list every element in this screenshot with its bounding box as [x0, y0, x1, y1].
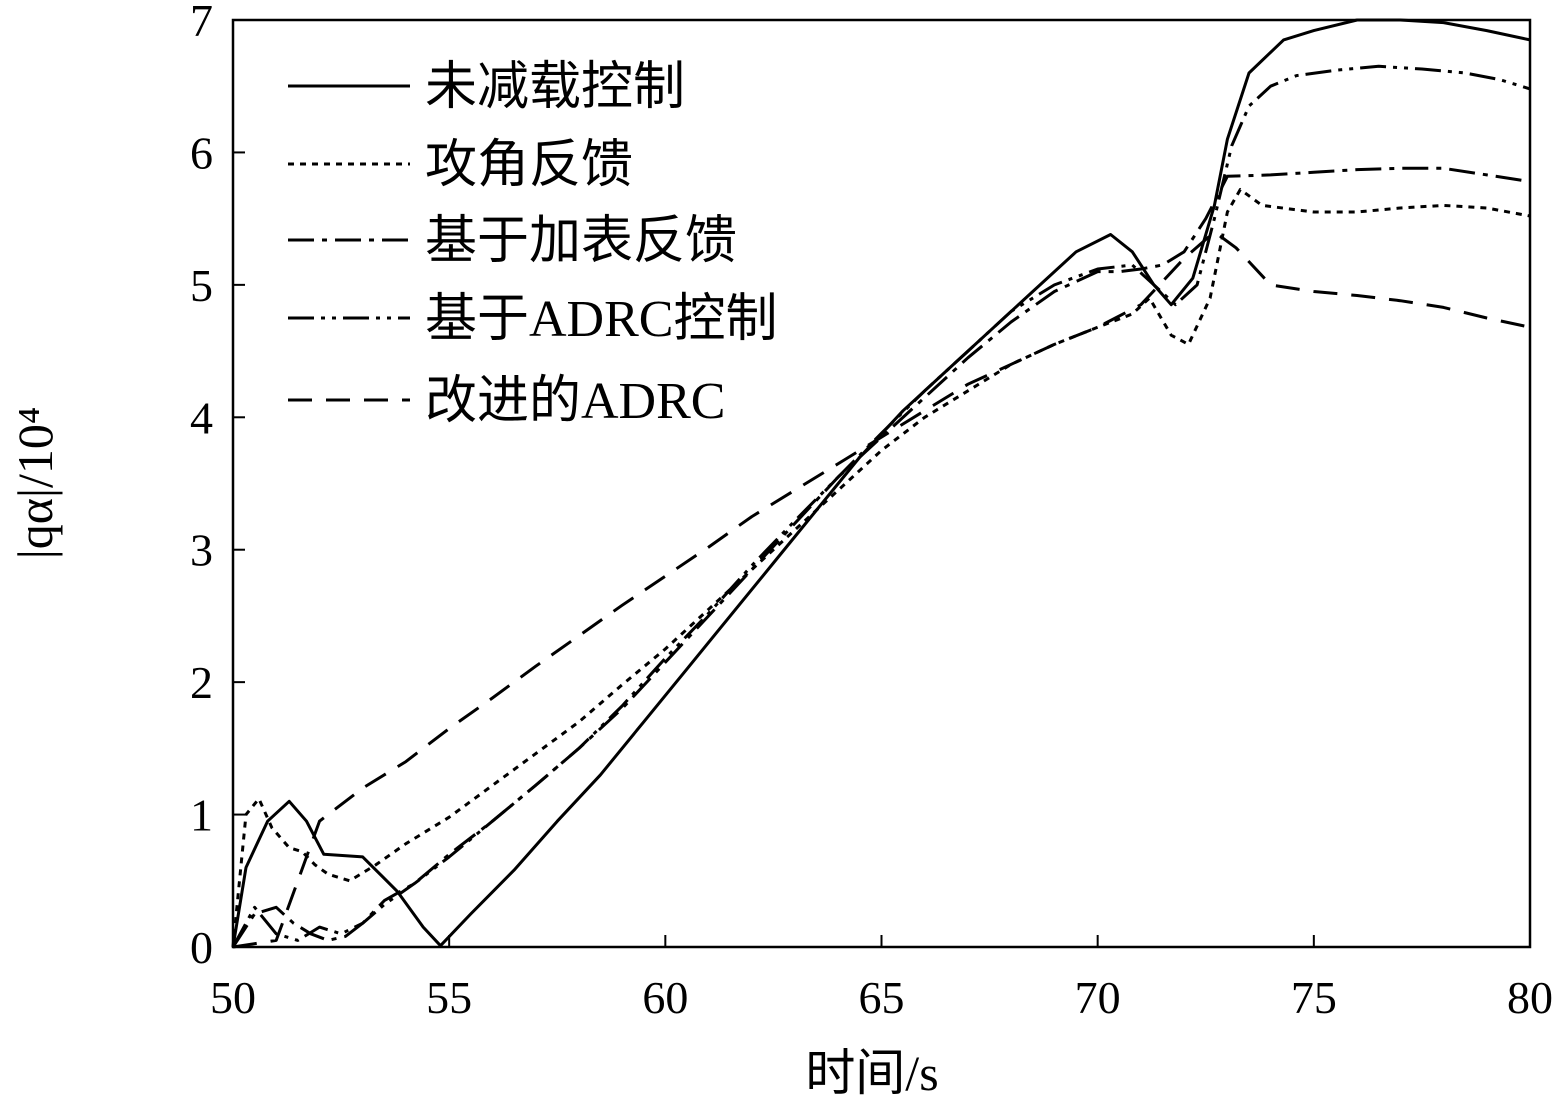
legend-label-1: 未减载控制: [425, 59, 685, 116]
x-axis-label: 时间/s: [805, 1045, 938, 1101]
series-line-5: [232, 230, 1531, 949]
x-tick-label: 65: [859, 972, 905, 1023]
y-tick-label: 2: [190, 657, 213, 708]
legend-label-4: 基于ADRC控制: [425, 291, 777, 348]
y-tick-label: 1: [190, 790, 213, 841]
x-tick-label: 50: [210, 972, 256, 1023]
y-tick-label: 4: [190, 392, 213, 443]
legend-label-5: 改进的ADRC: [425, 373, 725, 430]
x-tick-label: 60: [642, 972, 688, 1023]
y-tick-label: 7: [190, 0, 213, 46]
series-line-2: [231, 188, 1531, 948]
legend-label-2: 攻角反馈: [425, 137, 633, 194]
series-line-4: [231, 64, 1531, 948]
series-group: [231, 18, 1531, 949]
y-tick-label: 5: [190, 260, 213, 311]
x-tick-label: 70: [1075, 972, 1121, 1023]
axis-ticks: 50 55 60 65 70 75 80 0 1 2 3 4 5 6 7: [190, 0, 1553, 1023]
x-tick-label: 55: [426, 972, 472, 1023]
legend-label-3: 基于加表反馈: [425, 213, 737, 270]
y-tick-label: 0: [190, 922, 213, 973]
y-tick-label: 6: [190, 127, 213, 178]
y-tick-label: 3: [190, 525, 213, 576]
x-tick-label: 75: [1291, 972, 1337, 1023]
y-axis-label: |qα|/10⁴: [7, 407, 63, 560]
x-tick-label: 80: [1507, 972, 1553, 1023]
